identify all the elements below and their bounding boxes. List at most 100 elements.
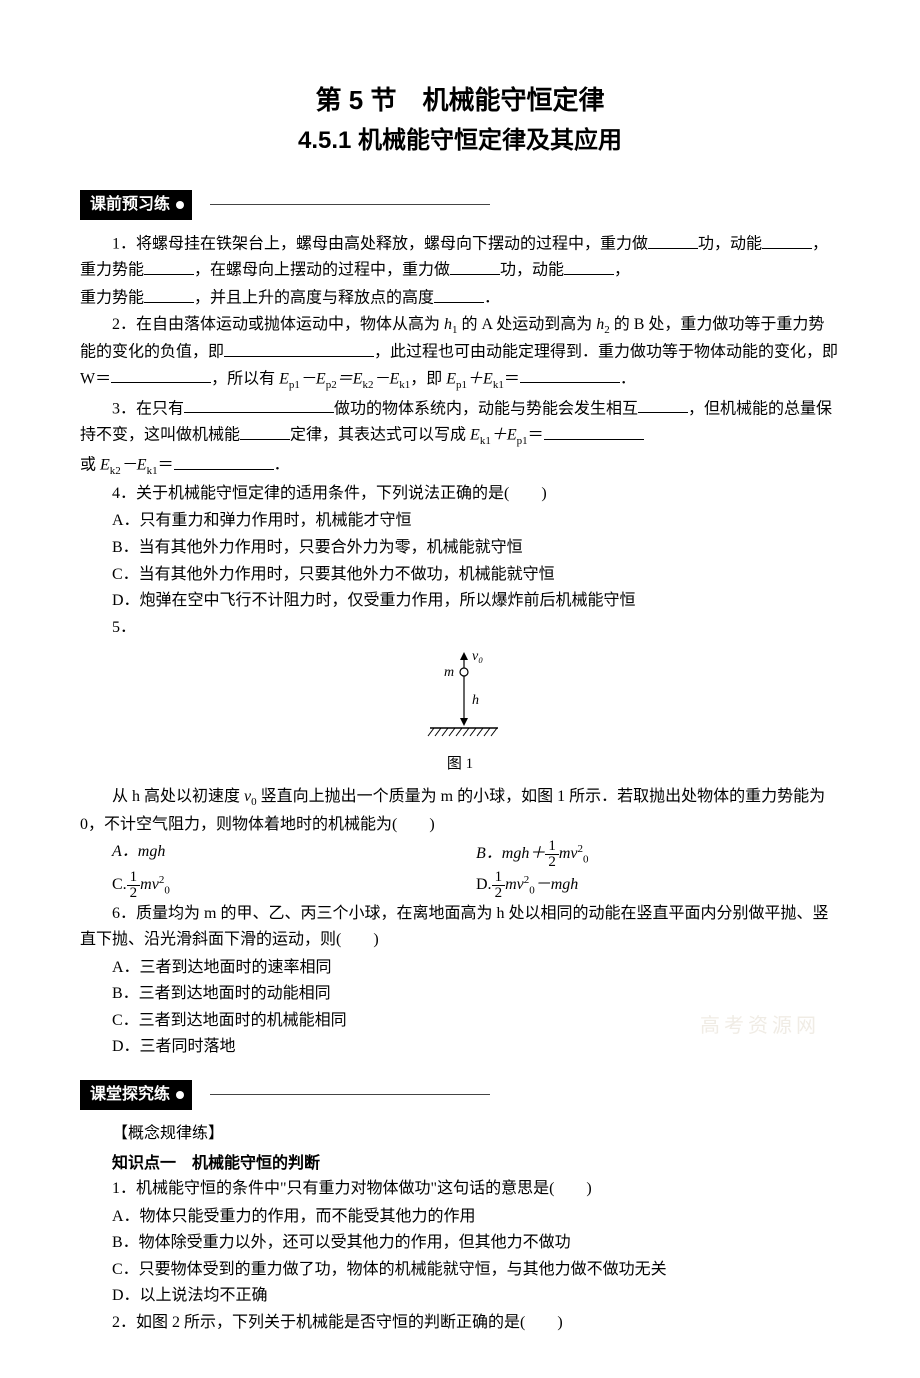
topic-title: 知识点一 机械能守恒的判断 <box>112 1151 840 1177</box>
section-badge: 课堂探究练 <box>80 1080 192 1110</box>
option-d: D．三者同时落地 <box>112 1034 840 1060</box>
option-b: B．三者到达地面时的动能相同 <box>112 981 840 1007</box>
sub: k1 <box>147 465 158 477</box>
option-c: C．三者到达地面时的机械能相同 <box>112 1008 840 1034</box>
q3-text: 定律，其表达式可以写成 <box>290 427 470 444</box>
sub: p1 <box>289 378 300 390</box>
q3-text: 3．在只有 <box>112 400 184 417</box>
sub: p1 <box>517 435 528 447</box>
q1-text: ，在螺母向上摆动的过程中，重力做 <box>194 262 450 279</box>
q1-text: 功，动能 <box>500 262 564 279</box>
q1-cont: 重力势能，并且上升的高度与释放点的高度． <box>80 285 840 311</box>
blank <box>762 231 812 249</box>
q1: 1．将螺母挂在铁架台上，螺母由高处释放，螺母向下摆动的过程中，重力做功，动能，重… <box>80 231 840 283</box>
option-d: D．以上说法均不正确 <box>112 1283 840 1309</box>
section-line <box>210 204 490 205</box>
q4-stem: 4．关于机械能守恒定律的适用条件，下列说法正确的是( ) <box>80 481 840 507</box>
sub: p2 <box>326 378 337 390</box>
q6-options: A．三者到达地面时的速率相同 B．三者到达地面时的动能相同 C．三者到达地面时的… <box>112 955 840 1060</box>
sub: k2 <box>110 465 121 477</box>
blank <box>224 339 374 357</box>
q1-text: ， <box>614 262 630 279</box>
option-b: B．mgh＋12mv20 <box>476 839 840 870</box>
q1-text: 重力势能 <box>80 290 144 307</box>
var-h1: h <box>444 316 452 333</box>
option-c: C．只要物体受到的重力做了功，物体的机械能就守恒，与其他力做不做功无关 <box>112 1257 840 1283</box>
q2-text: 的 A 处运动到高为 <box>458 316 597 333</box>
option-a: A．只有重力和弹力作用时，机械能才守恒 <box>112 508 840 534</box>
q2-text: ，所以有 <box>211 370 279 387</box>
p1-stem: 1．机械能守恒的条件中"只有重力对物体做功"这句话的意思是( ) <box>80 1176 840 1202</box>
blank <box>564 257 614 275</box>
svg-text:h: h <box>472 693 479 708</box>
option-a: A．三者到达地面时的速率相同 <box>112 955 840 981</box>
eq: E <box>279 370 289 387</box>
q2-text: ，即 <box>410 370 446 387</box>
eq: ＋E <box>467 370 493 387</box>
blank <box>648 231 698 249</box>
q3: 3．在只有做功的物体系统内，动能与势能会发生相互，但机械能的总量保持不变，这叫做… <box>80 396 840 451</box>
eq: E <box>470 427 480 444</box>
eq: ＝ <box>504 370 520 387</box>
blank <box>184 396 334 414</box>
sub: k1 <box>399 378 410 390</box>
q1-text: 功，动能 <box>698 236 762 253</box>
q5-stem: 从 h 高处以初速度 v0 竖直向上抛出一个质量为 m 的小球，如图 1 所示．… <box>80 784 840 837</box>
p2-stem: 2．如图 2 所示，下列关于机械能是否守恒的判断正确的是( ) <box>80 1310 840 1336</box>
q2-text: ． <box>620 370 636 387</box>
blank <box>450 257 500 275</box>
option-d: D．炮弹在空中飞行不计阻力时，仅受重力作用，所以爆炸前后机械能守恒 <box>112 588 840 614</box>
figure-1: v₀ m h 图 1 <box>80 648 840 776</box>
q1-text: 1．将螺母挂在铁架台上，螺母由高处释放，螺母向下摆动的过程中，重力做 <box>112 236 648 253</box>
q3-text: ． <box>274 457 290 474</box>
option-c: C.12mv20 <box>112 870 476 901</box>
blank <box>174 452 274 470</box>
main-title: 第 5 节 机械能守恒定律 <box>80 80 840 122</box>
q5-row1: A．mgh B．mgh＋12mv20 <box>112 839 840 870</box>
eq: ＝ <box>158 457 174 474</box>
blank <box>544 422 644 440</box>
q5-num: 5． <box>80 615 840 641</box>
svg-text:v₀: v₀ <box>472 649 483 664</box>
blank <box>434 285 484 303</box>
option-b: B．物体除受重力以外，还可以受其他力的作用，但其他力不做功 <box>112 1230 840 1256</box>
sub: k2 <box>362 378 373 390</box>
q3-text: 做功的物体系统内，动能与势能会发生相互 <box>334 400 638 417</box>
q6-stem: 6．质量均为 m 的甲、乙、丙三个小球，在离地面高为 h 处以相同的动能在竖直平… <box>80 901 840 952</box>
blank <box>638 396 688 414</box>
eq: －E <box>300 370 326 387</box>
var-h2: h <box>596 316 604 333</box>
q4-options: A．只有重力和弹力作用时，机械能才守恒 B．当有其他外力作用时，只要合外力为零，… <box>112 508 840 613</box>
sub: k1 <box>480 435 491 447</box>
q3-text: 或 <box>80 457 100 474</box>
option-c: C．当有其他外力作用时，只要其他外力不做功，机械能就守恒 <box>112 562 840 588</box>
svg-text:m: m <box>444 665 454 680</box>
q2: 2．在自由落体运动或抛体运动中，物体从高为 h1 的 A 处运动到高为 h2 的… <box>80 312 840 394</box>
q5-text: 从 h 高处以初速度 <box>112 788 244 805</box>
eq: －E <box>373 370 399 387</box>
diagram-svg: v₀ m h <box>410 648 510 743</box>
eq: －E <box>121 457 147 474</box>
section-badge: 课前预习练 <box>80 190 192 220</box>
q3-cont: 或 Ek2－Ek1＝ ． <box>80 452 840 480</box>
concept-bracket: 【概念规律练】 <box>112 1121 840 1147</box>
eq: ＋E <box>491 427 517 444</box>
eq: ＝ <box>528 427 544 444</box>
blank <box>144 285 194 303</box>
p1-options: A．物体只能受重力的作用，而不能受其他力的作用 B．物体除受重力以外，还可以受其… <box>112 1204 840 1309</box>
figure-label: 图 1 <box>80 752 840 776</box>
blank <box>111 366 211 384</box>
eq: E <box>100 457 110 474</box>
eq: E <box>446 370 456 387</box>
sub-title: 4.5.1 机械能守恒定律及其应用 <box>80 122 840 160</box>
section-header-inclass: 课堂探究练 <box>80 1080 840 1106</box>
blank <box>144 257 194 275</box>
option-a: A．物体只能受重力的作用，而不能受其他力的作用 <box>112 1204 840 1230</box>
blank <box>520 366 620 384</box>
sub: k1 <box>493 378 504 390</box>
option-d: D.12mv20－mgh <box>476 870 840 901</box>
eq: ＝E <box>337 370 363 387</box>
blank <box>240 422 290 440</box>
q5-row2: C.12mv20 D.12mv20－mgh <box>112 870 840 901</box>
option-b: B．当有其他外力作用时，只要合外力为零，机械能就守恒 <box>112 535 840 561</box>
